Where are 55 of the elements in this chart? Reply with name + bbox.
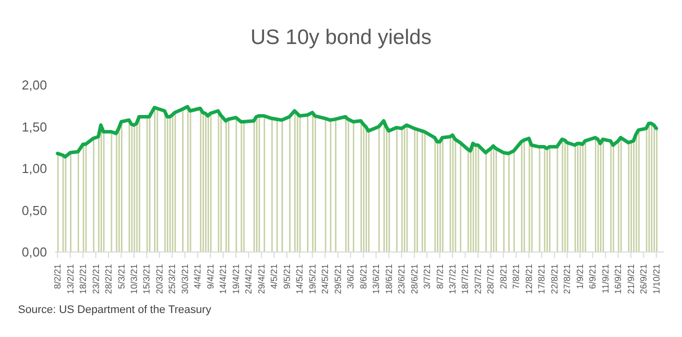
x-tick-label: 8/7/21 — [434, 264, 445, 290]
x-tick-label: 28/2/21 — [104, 264, 114, 294]
x-tick-label: 23/2/21 — [90, 264, 101, 294]
x-tick-label: 17/8/21 — [536, 264, 547, 294]
x-tick-label: 3/6/21 — [346, 264, 356, 290]
x-tick-label: 29/5/21 — [332, 264, 343, 294]
source-note: Source: US Department of the Treasury — [18, 304, 212, 316]
x-tick-label: 11/9/21 — [600, 264, 610, 294]
x-tick-label: 22/8/21 — [549, 264, 560, 294]
chart-title: US 10y bond yields — [250, 26, 432, 50]
y-tick-label: 2,00 — [22, 78, 47, 93]
x-tick-label: 1/9/21 — [574, 264, 585, 290]
x-tick-label: 9/5/21 — [282, 264, 292, 290]
x-tick-label: 18/7/21 — [460, 264, 470, 294]
x-tick-label: 5/3/21 — [116, 264, 126, 290]
x-tick-label: 27/8/21 — [562, 264, 572, 294]
x-tick-label: 14/4/21 — [218, 264, 228, 294]
x-tick-label: 18/6/21 — [384, 264, 394, 294]
x-tick-label: 23/7/21 — [472, 264, 483, 294]
x-tick-label: 19/4/21 — [230, 264, 241, 294]
x-tick-label: 21/9/21 — [626, 264, 636, 294]
x-tick-label: 28/7/21 — [486, 264, 496, 294]
x-tick-label: 20/3/21 — [154, 264, 164, 294]
x-tick-label: 13/2/21 — [65, 264, 76, 294]
x-tick-label: 14/5/21 — [294, 264, 305, 294]
x-tick-label: 25/3/21 — [167, 264, 178, 294]
y-tick-label: 1,00 — [22, 161, 47, 176]
x-tick-label: 19/5/21 — [307, 264, 318, 294]
x-tick-label: 4/4/21 — [192, 264, 203, 290]
x-tick-label: 1/10/21 — [651, 264, 662, 294]
x-tick-label: 7/8/21 — [511, 264, 522, 290]
x-tick-label: 12/8/21 — [524, 264, 534, 294]
x-tick-label: 24/4/21 — [244, 264, 254, 294]
x-tick-label: 9/4/21 — [205, 264, 216, 290]
x-tick-label: 8/6/21 — [358, 264, 368, 290]
x-tick-label: 23/6/21 — [396, 264, 407, 294]
y-tick-label: 0,50 — [22, 202, 47, 218]
x-tick-label: 29/4/21 — [256, 264, 266, 294]
y-tick-label: 1,50 — [22, 119, 47, 134]
x-tick-label: 13/6/21 — [371, 264, 382, 294]
x-tick-label: 13/7/21 — [448, 264, 458, 294]
x-tick-label: 28/6/21 — [409, 264, 420, 294]
x-tick-label: 15/3/21 — [142, 264, 152, 294]
x-tick-label: 4/5/21 — [269, 264, 280, 290]
x-tick-label: 18/2/21 — [78, 264, 88, 294]
x-tick-label: 2/8/21 — [498, 264, 508, 290]
x-tick-label: 3/7/21 — [422, 264, 432, 290]
x-tick-label: 26/9/21 — [638, 264, 649, 294]
x-tick-label: 16/9/21 — [613, 264, 624, 294]
x-tick-label: 10/3/21 — [128, 264, 139, 294]
x-tick-label: 30/3/21 — [180, 264, 190, 294]
x-tick-label: 8/2/21 — [52, 264, 63, 290]
x-tick-label: 6/9/21 — [588, 264, 598, 290]
y-tick-label: 0,00 — [22, 244, 47, 260]
x-tick-label: 24/5/21 — [320, 264, 330, 294]
